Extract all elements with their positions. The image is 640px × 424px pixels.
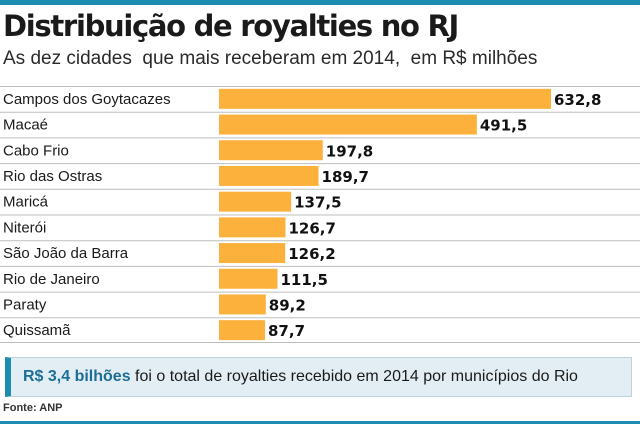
royalties-bar-chart: Campos dos Goytacazes 632,8 Macaé 491,5 Cabo…: [0, 86, 640, 343]
category-label-niteroi: Niterói: [3, 219, 46, 236]
value-label-sao-joao-da-barra: 126,2: [288, 245, 335, 263]
bar-rio-das-ostras: [219, 165, 319, 186]
category-label-quissama: Quissamã: [3, 322, 71, 339]
value-label-macae: 491,5: [480, 117, 527, 135]
chart-subtitle: As dez cidades que mais receberam em 201…: [3, 48, 538, 69]
category-label-rio-de-janeiro: Rio de Janeiro: [3, 271, 100, 288]
category-label-paraty: Paraty: [3, 296, 47, 313]
chart-title: Distribuição de royalties no RJ: [3, 9, 459, 43]
category-label-rio-das-ostras: Rio das Ostras: [3, 168, 102, 185]
bar-macae: [219, 114, 477, 135]
bar-cabo-frio: [219, 140, 323, 161]
value-label-niteroi: 126,7: [288, 219, 335, 237]
bar-paraty: [219, 294, 266, 315]
bottom-accent-bar: [0, 421, 640, 424]
category-label-sao-joao-da-barra: São João da Barra: [3, 245, 129, 262]
value-label-cabo-frio: 197,8: [326, 142, 373, 160]
bar-quissama: [219, 320, 266, 341]
bar-sao-joao-da-barra: [219, 243, 286, 264]
category-label-marica: Maricá: [3, 194, 49, 211]
bar-niteroi: [219, 217, 286, 238]
total-text: foi o total de royalties recebido em 201…: [130, 368, 578, 385]
value-label-campos-dos-goytacazes: 632,8: [554, 91, 601, 109]
value-label-quissama: 87,7: [268, 322, 305, 340]
category-label-macae: Macaé: [3, 117, 48, 134]
value-label-paraty: 89,2: [269, 296, 306, 314]
bar-campos-dos-goytacazes: [219, 88, 551, 109]
total-callout: R$ 3,4 bilhões foi o total de royalties …: [5, 357, 632, 397]
value-label-marica: 137,5: [294, 194, 341, 212]
category-label-campos-dos-goytacazes: Campos dos Goytacazes: [3, 91, 171, 108]
category-label-cabo-frio: Cabo Frio: [3, 142, 69, 159]
bar-marica: [219, 191, 292, 212]
top-accent-bar: [0, 0, 640, 5]
total-highlight: R$ 3,4 bilhões: [23, 368, 131, 385]
source-note: Fonte: ANP: [3, 402, 63, 414]
value-label-rio-das-ostras: 189,7: [322, 168, 369, 186]
value-label-rio-de-janeiro: 111,5: [280, 271, 327, 289]
bar-rio-de-janeiro: [219, 268, 278, 289]
